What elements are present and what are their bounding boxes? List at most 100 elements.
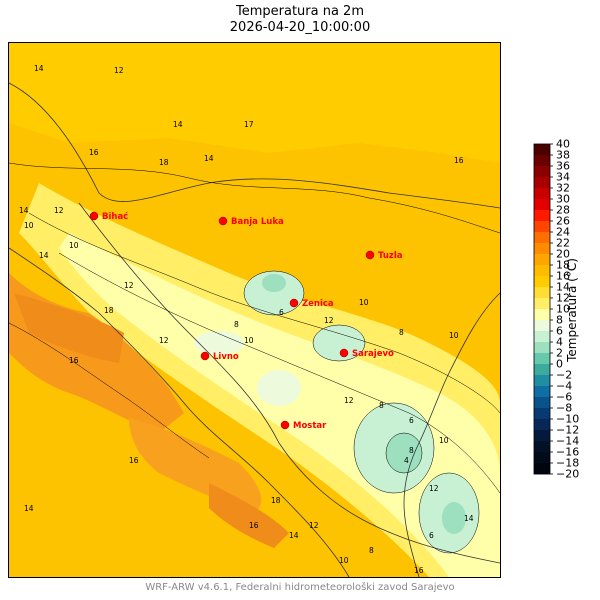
colorbar-segment — [534, 397, 550, 409]
colorbar-segment — [534, 243, 550, 255]
contour-label: 14 — [464, 514, 474, 523]
colorbar-tick-label: 38 — [556, 148, 570, 162]
colorbar-segment — [534, 232, 550, 244]
contour-label: 6 — [279, 308, 284, 317]
colorbar-segment — [534, 221, 550, 233]
colorbar-segment — [534, 386, 550, 398]
footer-credit: WRF-ARW v4.6.1, Federalni hidrometeorolo… — [145, 582, 455, 593]
colorbar-segment — [534, 452, 550, 464]
zone-cold-3 — [442, 502, 466, 534]
contour-8d — [312, 324, 366, 362]
border-inner — [78, 202, 500, 564]
city-label: Bihać — [102, 211, 128, 222]
colorbar-tick-label: −10 — [556, 412, 580, 426]
contour-label: 14 — [289, 531, 299, 540]
colorbar-segment — [534, 331, 550, 343]
colorbar-segment — [534, 342, 550, 354]
city-label: Tuzla — [378, 251, 403, 261]
contour-14 — [9, 162, 500, 234]
contour-label: 16 — [249, 521, 259, 530]
colorbar-segment — [534, 254, 550, 266]
contour-label: 10 — [24, 221, 34, 230]
cities: Bihać Banja Luka Tuzla Zenica Sarajevo Livno M… — [89, 211, 403, 431]
border-north — [9, 82, 500, 209]
city-marker — [218, 216, 228, 226]
colorbar-tick-label: 22 — [556, 236, 570, 250]
colorbar-segment — [534, 419, 550, 431]
zone-north — [9, 43, 500, 163]
contour-label: 16 — [414, 566, 424, 575]
map-canvas: 14 12 14 17 16 14 18 16 12 10 14 12 10 14 18 16 12 10 8 6 12… — [9, 43, 500, 577]
contour-label: 16 — [89, 148, 99, 157]
zone-coast-3 — [129, 418, 262, 513]
coastline — [9, 247, 350, 577]
city-label: Zenica — [302, 299, 334, 309]
city-marker — [89, 211, 99, 221]
temperature-map: 14 12 14 17 16 14 18 16 12 10 14 12 10 14 18 16 12 10 8 6 12… — [8, 42, 501, 578]
colorbar-segment — [534, 441, 550, 453]
colorbar-label: Temperatura (°C) — [565, 258, 579, 362]
city-marker — [289, 298, 299, 308]
border-east — [403, 292, 500, 577]
colorbar-tick-label: 20 — [556, 247, 570, 261]
city-marker — [200, 351, 210, 361]
contour-10 — [58, 252, 500, 494]
city-marker — [365, 250, 375, 260]
contour-label: 8 — [409, 446, 414, 455]
colorbar-segment — [534, 144, 550, 156]
colorbar-tick-label: 14 — [556, 280, 570, 294]
contour-8c — [418, 472, 480, 554]
contour-label: 10 — [69, 241, 79, 250]
contour-label: 16 — [129, 456, 139, 465]
contour-label: 14 — [24, 504, 34, 513]
contour-18 — [9, 322, 210, 459]
contour-label: 10 — [439, 436, 449, 445]
zone-cool-2 — [313, 325, 365, 361]
zone-coast-4 — [209, 483, 289, 548]
contour-label: 12 — [54, 206, 64, 215]
contour-labels: 14 12 14 17 16 14 18 16 12 10 14 12 10 14 18 16 12 10 8 6 12… — [19, 64, 474, 575]
contour-label: 17 — [244, 120, 254, 129]
colorbar-tick-label: −6 — [556, 390, 573, 404]
city-marker — [339, 348, 349, 358]
contour-label: 18 — [271, 496, 281, 505]
city-marker — [280, 420, 290, 430]
city-label: Livno — [213, 352, 239, 362]
contour-label: 6 — [409, 416, 414, 425]
contour-label: 12 — [124, 281, 134, 290]
colorbar-tick-label: −4 — [556, 379, 573, 393]
colorbar-tick-label: −12 — [556, 423, 580, 437]
colorbar-segment — [534, 265, 550, 277]
colorbar-tick-label: −20 — [556, 467, 580, 481]
contour-label: 4 — [404, 456, 409, 465]
contour-8 — [353, 402, 435, 494]
colorbar-tick-label: 40 — [556, 137, 570, 151]
contour-label: 8 — [234, 320, 239, 329]
city-label: Sarajevo — [352, 349, 394, 359]
contour-label: 12 — [159, 336, 169, 345]
colorbar-tick-label: 26 — [556, 214, 570, 228]
map-subtitle: 2026-04-20_10:00:00 — [229, 20, 371, 35]
contour-12 — [28, 212, 500, 414]
colorbar-tick-label: 24 — [556, 225, 570, 239]
colorbar-segment — [534, 276, 550, 288]
colorbar-tick-label: −18 — [556, 456, 580, 470]
contour-label: 12 — [344, 396, 354, 405]
contour-label: 14 — [173, 120, 183, 129]
zone-cool-5 — [257, 370, 301, 406]
colorbar-tick-label: 4 — [556, 335, 563, 349]
colorbar-tick-label: 6 — [556, 324, 563, 338]
contour-label: 14 — [34, 64, 44, 73]
contour-label: 12 — [114, 66, 124, 75]
colorbar-segment — [534, 309, 550, 321]
contour-label: 10 — [359, 298, 369, 307]
contour-8b — [243, 270, 305, 316]
colorbar-segment — [534, 155, 550, 167]
colorbar-segment — [534, 375, 550, 387]
colorbar-segment — [534, 177, 550, 189]
zone-cold-2 — [262, 274, 286, 292]
contour-label: 18 — [159, 158, 169, 167]
colorbar-segment — [534, 353, 550, 365]
contour-label: 8 — [379, 401, 384, 410]
contour-label: 12 — [324, 316, 334, 325]
